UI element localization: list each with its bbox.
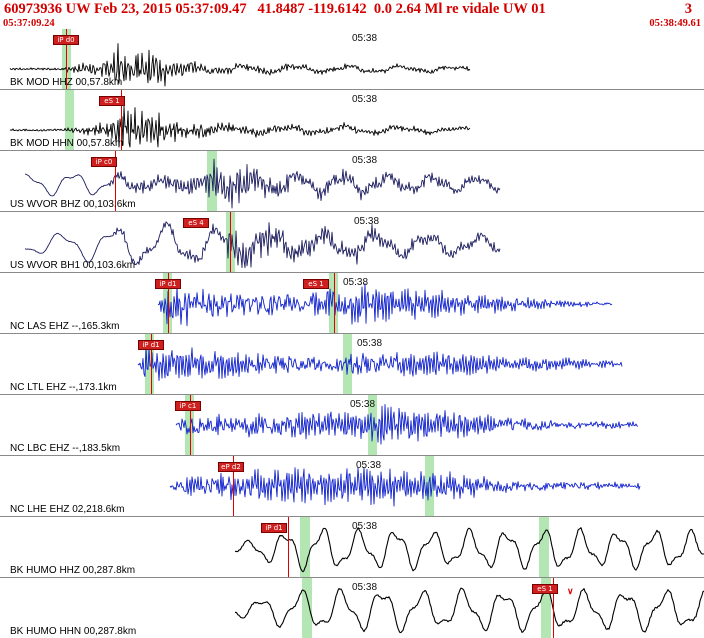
trace-row[interactable]: iP c1 05:38 NC LBC EHZ --,183.5km xyxy=(0,395,704,456)
phase-window-highlight xyxy=(343,334,352,394)
phase-window-highlight xyxy=(302,578,312,638)
time-tick-label: 05:38 xyxy=(352,33,378,44)
phase-window-highlight xyxy=(300,517,310,577)
trace-row[interactable]: iP d1 05:38 NC LTL EHZ --,173.1km xyxy=(0,334,704,395)
pick-line[interactable] xyxy=(190,395,191,455)
waveform[interactable] xyxy=(0,151,704,211)
phase-window-highlight xyxy=(539,517,549,577)
station-label: BK MOD HHN 00,57.8km xyxy=(10,138,124,149)
pick-line[interactable] xyxy=(66,29,67,89)
pick-line[interactable] xyxy=(168,273,169,333)
phase-window-highlight xyxy=(541,578,551,638)
trace-row[interactable]: eS 1 ∨ 05:38 BK HUMO HHN 00,287.8km xyxy=(0,578,704,638)
pick-line[interactable] xyxy=(553,578,554,638)
pick-line[interactable] xyxy=(151,334,152,394)
station-label: US WVOR BH1 00,103.6km xyxy=(10,260,136,271)
pick-label[interactable]: iP d1 xyxy=(155,279,181,289)
trace-row[interactable]: eP d2 05:38 NC LHE EHZ 02,218.6km xyxy=(0,456,704,517)
phase-window-highlight xyxy=(185,395,194,455)
time-tick-label: 05:38 xyxy=(343,277,369,288)
trace-row[interactable]: iP d0 05:38 BK MOD HHZ 00,57.8km xyxy=(0,29,704,90)
pick-label[interactable]: eS 1 xyxy=(303,279,329,289)
pick-line[interactable] xyxy=(334,273,335,333)
pick-label[interactable]: eS 1 xyxy=(532,584,558,594)
waveform[interactable] xyxy=(0,334,704,394)
pick-label[interactable]: iP d0 xyxy=(53,35,79,45)
trace-count: 3 xyxy=(684,1,692,17)
pick-label[interactable]: eS 4 xyxy=(183,218,209,228)
phase-window-highlight xyxy=(425,456,434,516)
station-label: NC LHE EHZ 02,218.6km xyxy=(10,504,125,515)
phase-window-highlight xyxy=(65,90,74,150)
phase-window-highlight xyxy=(329,273,338,333)
station-label: NC LBC EHZ --,183.5km xyxy=(10,443,121,454)
station-label: NC LAS EHZ --,165.3km xyxy=(10,321,120,332)
waveform[interactable] xyxy=(0,456,704,516)
station-label: BK MOD HHZ 00,57.8km xyxy=(10,77,123,88)
event-header: 60973936 UW Feb 23, 2015 05:37:09.47 41.… xyxy=(0,0,704,18)
time-tick-label: 05:38 xyxy=(356,460,382,471)
time-tick-label: 05:38 xyxy=(357,338,383,349)
station-label: BK HUMO HHN 00,287.8km xyxy=(10,626,137,637)
window-start-time: 05:37:09.24 xyxy=(3,18,55,29)
trace-row[interactable]: eS 1 05:38 BK MOD HHN 00,57.8km xyxy=(0,90,704,151)
pick-label[interactable]: iP c0 xyxy=(91,157,117,167)
pick-line[interactable] xyxy=(233,456,234,516)
pick-label[interactable]: iP d1 xyxy=(261,523,287,533)
time-tick-label: 05:38 xyxy=(352,155,378,166)
waveform[interactable] xyxy=(0,29,704,89)
trace-row[interactable]: iP d1 05:38 BK HUMO HHZ 00,287.8km xyxy=(0,517,704,578)
pick-line[interactable] xyxy=(288,517,289,577)
phase-window-highlight xyxy=(368,395,377,455)
pick-line[interactable] xyxy=(115,151,116,211)
station-label: BK HUMO HHZ 00,287.8km xyxy=(10,565,136,576)
pick-label[interactable]: eS 1 xyxy=(99,96,125,106)
pick-label[interactable]: iP c1 xyxy=(175,401,201,411)
trace-row[interactable]: iP d1 eS 1 05:38 NC LAS EHZ --,165.3km xyxy=(0,273,704,334)
waveform[interactable] xyxy=(0,517,704,577)
waveform[interactable] xyxy=(0,273,704,333)
trace-row[interactable]: iP c0 05:38 US WVOR BHZ 00,103.6km xyxy=(0,151,704,212)
event-summary: 60973936 UW Feb 23, 2015 05:37:09.47 41.… xyxy=(4,1,546,17)
trace-row[interactable]: eS 4 05:38 US WVOR BH1 00,103.6km xyxy=(0,212,704,273)
polarity-flag: ∨ xyxy=(567,586,574,596)
window-end-time: 05:38:49.61 xyxy=(649,18,701,29)
pick-label[interactable]: iP d1 xyxy=(138,340,164,350)
time-tick-label: 05:38 xyxy=(352,94,378,105)
time-tick-label: 05:38 xyxy=(350,399,376,410)
time-tick-label: 05:38 xyxy=(354,216,380,227)
station-label: US WVOR BHZ 00,103.6km xyxy=(10,199,136,210)
pick-line[interactable] xyxy=(230,212,231,272)
time-range-header: 05:37:09.24 05:38:49.61 xyxy=(0,18,704,29)
pick-label[interactable]: eP d2 xyxy=(218,462,244,472)
waveform[interactable] xyxy=(0,395,704,455)
waveform[interactable] xyxy=(0,578,704,638)
time-tick-label: 05:38 xyxy=(352,521,378,532)
time-tick-label: 05:38 xyxy=(352,582,378,593)
waveform[interactable] xyxy=(0,212,704,272)
waveform[interactable] xyxy=(0,90,704,150)
pick-line[interactable] xyxy=(121,90,122,150)
station-label: NC LTL EHZ --,173.1km xyxy=(10,382,117,393)
trace-list: iP d0 05:38 BK MOD HHZ 00,57.8km eS 1 05:38 B… xyxy=(0,29,704,638)
